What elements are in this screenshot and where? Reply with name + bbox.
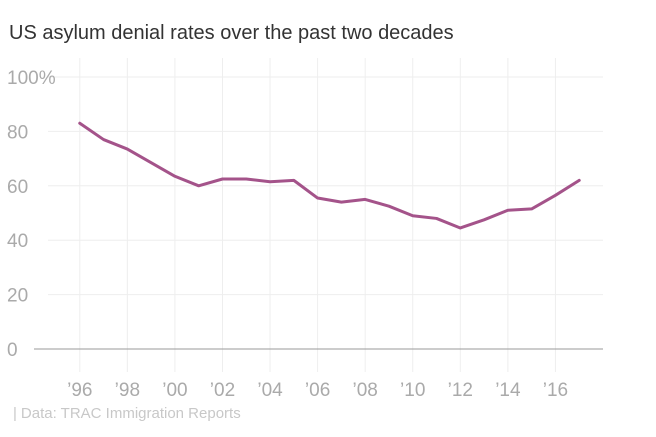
x-tick-label: ’02	[210, 380, 235, 401]
data-point	[197, 184, 200, 187]
data-point	[340, 201, 343, 204]
data-point	[126, 148, 129, 151]
x-tick-label: ’96	[67, 380, 92, 401]
series-line	[78, 121, 581, 230]
data-point	[269, 180, 272, 183]
x-tick-label: ’00	[162, 380, 187, 401]
data-point	[150, 161, 153, 164]
data-point	[78, 122, 81, 125]
x-tick-label: ’16	[543, 380, 568, 401]
x-tick-label: ’10	[400, 380, 425, 401]
x-axis-tick-labels: ’96 ’98 ’00 ’02 ’04 ’06 ’08 ’10 ’12 ’14 ’16	[67, 380, 568, 401]
chart-title: US asylum denial rates over the past two…	[9, 22, 454, 44]
x-tick-label: ’04	[257, 380, 283, 401]
data-point	[292, 179, 295, 182]
y-tick-label: 0	[7, 340, 18, 361]
gridlines	[48, 58, 603, 372]
x-tick-label: ’14	[495, 380, 521, 401]
y-axis-tick-labels: 0 20 40 60 80 100%	[7, 68, 56, 361]
x-tick-label: ’08	[352, 380, 377, 401]
x-tick-label: ’12	[448, 380, 473, 401]
data-point	[221, 178, 224, 181]
y-tick-label: 40	[7, 231, 28, 252]
data-point	[316, 197, 319, 200]
data-point	[245, 178, 248, 181]
data-point	[387, 205, 390, 208]
y-tick-label: 20	[7, 286, 28, 307]
data-point	[364, 198, 367, 201]
data-point	[411, 214, 414, 217]
source-text: Data: TRAC Immigration Reports	[20, 405, 241, 422]
y-tick-label: 80	[7, 122, 28, 143]
data-point	[435, 217, 438, 220]
series-lines	[78, 121, 581, 230]
data-point	[554, 194, 557, 197]
data-point	[102, 138, 105, 141]
data-point	[530, 207, 533, 210]
y-tick-label: 60	[7, 177, 28, 198]
y-tick-label: 100%	[7, 68, 56, 89]
data-point	[578, 179, 581, 182]
x-tick-label: ’06	[305, 380, 330, 401]
source-separator: |	[13, 405, 17, 422]
source-note: | Data: TRAC Immigration Reports	[13, 405, 241, 422]
data-point	[459, 226, 462, 229]
data-point	[483, 218, 486, 221]
data-point	[173, 175, 176, 178]
x-tick-label: ’98	[115, 380, 140, 401]
data-point	[506, 209, 509, 212]
